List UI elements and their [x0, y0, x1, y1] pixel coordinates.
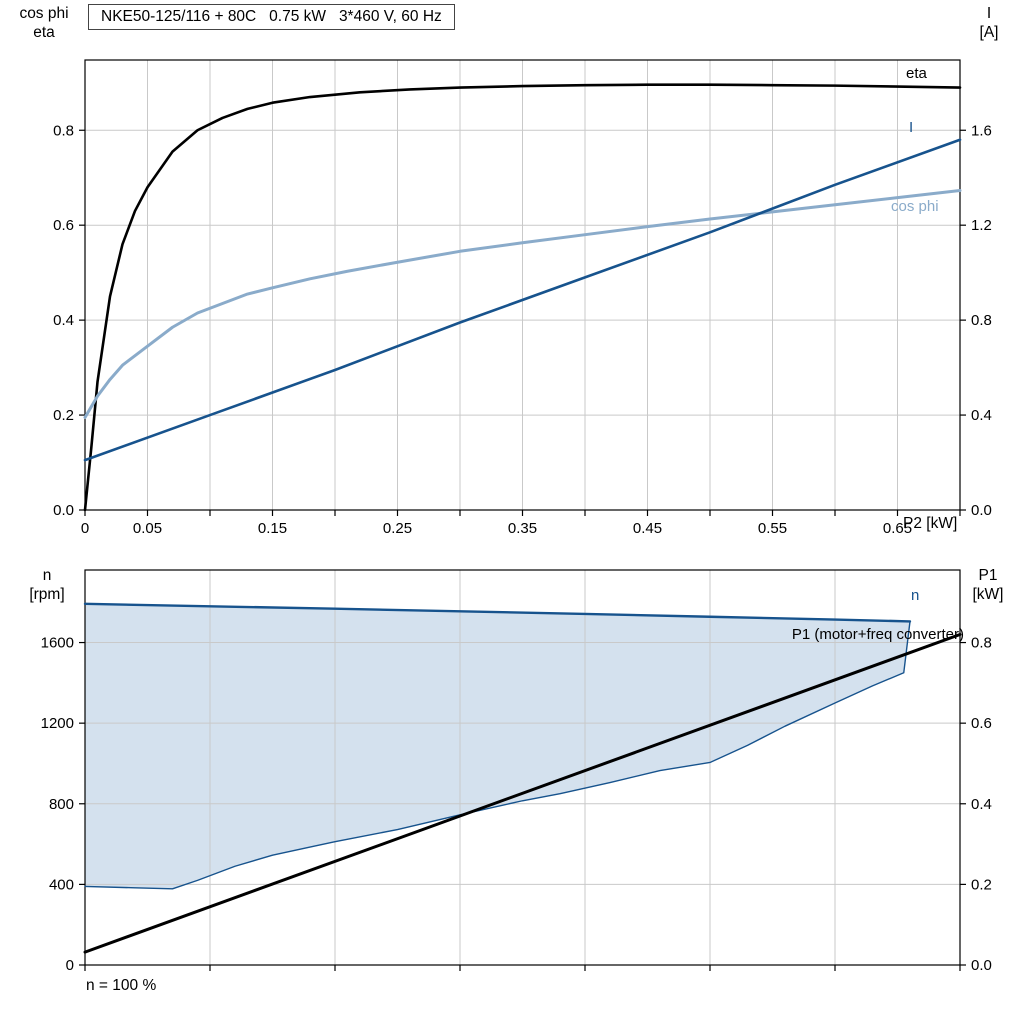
- svg-text:1.6: 1.6: [971, 122, 992, 139]
- svg-text:0: 0: [66, 957, 74, 974]
- speed-footnote: n = 100 %: [86, 977, 157, 994]
- svg-text:0.8: 0.8: [971, 312, 992, 329]
- cosphi-series-label: cos phi: [891, 198, 939, 215]
- current-series-label: I: [909, 119, 914, 136]
- svg-text:0.6: 0.6: [971, 715, 992, 732]
- x-axis-label-p2: P2 [kW]: [903, 515, 958, 532]
- top-left-axis-label: cos phi eta: [19, 5, 69, 42]
- svg-text:0.4: 0.4: [971, 796, 992, 813]
- svg-text:0.4: 0.4: [971, 407, 992, 424]
- svg-text:800: 800: [49, 796, 74, 813]
- svg-text:0.2: 0.2: [53, 407, 74, 424]
- svg-text:0.6: 0.6: [53, 217, 74, 234]
- svg-text:0.35: 0.35: [508, 520, 537, 537]
- svg-text:1.2: 1.2: [971, 217, 992, 234]
- top-right-axis-label: I [A]: [979, 5, 999, 42]
- svg-text:0.65: 0.65: [883, 520, 912, 537]
- svg-text:0.25: 0.25: [383, 520, 412, 537]
- svg-text:0.4: 0.4: [53, 312, 74, 329]
- svg-text:0.0: 0.0: [971, 957, 992, 974]
- svg-text:0.2: 0.2: [971, 876, 992, 893]
- bottom-right-axis-label: P1 [kW]: [972, 567, 1004, 604]
- svg-text:1600: 1600: [41, 635, 74, 652]
- speed-series-label: n: [911, 587, 920, 604]
- svg-text:0.8: 0.8: [971, 635, 992, 652]
- svg-text:0: 0: [81, 520, 89, 537]
- svg-text:0.15: 0.15: [258, 520, 287, 537]
- eta-series-label: eta: [906, 65, 927, 82]
- svg-text:0.45: 0.45: [633, 520, 662, 537]
- svg-text:0.0: 0.0: [53, 502, 74, 519]
- bottom-left-axis-label: n [rpm]: [29, 567, 65, 604]
- svg-text:400: 400: [49, 876, 74, 893]
- svg-text:1200: 1200: [41, 715, 74, 732]
- svg-text:0.05: 0.05: [133, 520, 162, 537]
- svg-text:0.0: 0.0: [971, 502, 992, 519]
- p1-series-label: P1 (motor+freq converter): [791, 626, 964, 643]
- chart-title: NKE50-125/116 + 80C 0.75 kW 3*460 V, 60 …: [88, 4, 455, 30]
- svg-text:0.55: 0.55: [758, 520, 787, 537]
- svg-text:0.8: 0.8: [53, 122, 74, 139]
